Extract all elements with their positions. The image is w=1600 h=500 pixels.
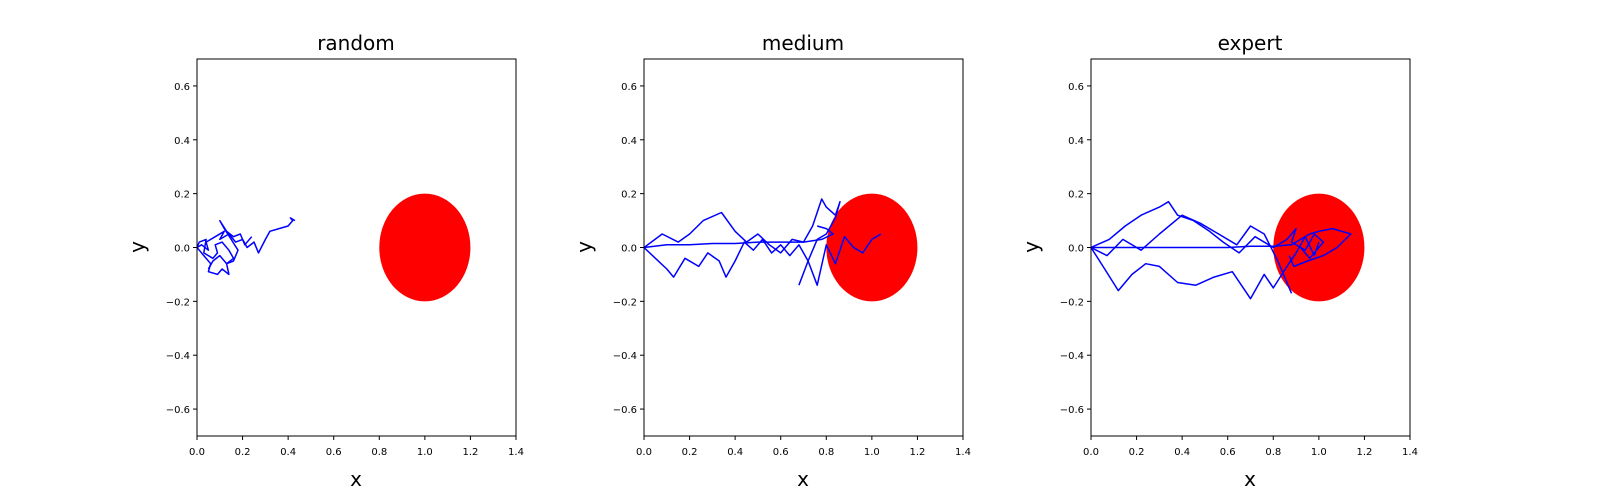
y-axis-label: y: [1019, 241, 1043, 253]
x-tick-label: 1.4: [1402, 447, 1418, 458]
x-tick-label: 0.2: [682, 447, 698, 458]
trajectory-line: [1091, 200, 1325, 260]
subplot-title: medium: [762, 31, 844, 55]
plot-area: 0.0 0.2 0.4 0.6 0.8 1.0 1.2 1.4 0.6 0.4 0.2 0.0 −0.2…: [613, 58, 971, 458]
y-tick-label: 0.4: [621, 136, 637, 147]
plot-area: 0.0 0.2 0.4 0.6 0.8 1.0 1.2 1.4 0.6 0.4 0.2 0.0 −0.2…: [166, 58, 524, 458]
x-tick-label: 0.4: [280, 447, 296, 458]
x-tick-label: 1.2: [909, 447, 925, 458]
y-axis-label: y: [125, 241, 149, 253]
x-tick-label: 1.4: [508, 447, 524, 458]
y-tick-label: 0.0: [1068, 244, 1084, 255]
x-tick-label: 1.4: [955, 447, 971, 458]
y-tick-label: −0.4: [166, 351, 190, 362]
x-tick-label: 0.0: [1083, 447, 1099, 458]
x-tick-label: 1.2: [1356, 447, 1372, 458]
trajectory-line: [197, 219, 253, 276]
x-tick-label: 0.0: [636, 447, 652, 458]
target-circle: [826, 193, 918, 302]
x-axis-label: x: [350, 467, 362, 491]
y-tick-label: 0.4: [174, 136, 190, 147]
y-tick-label: −0.6: [613, 405, 637, 416]
y-tick-label: 0.4: [1068, 136, 1084, 147]
y-tick-label: 0.6: [621, 82, 637, 93]
plot-area: 0.0 0.2 0.4 0.6 0.8 1.0 1.2 1.4 0.6 0.4 0.2 0.0 −0.2…: [1060, 58, 1418, 458]
y-tick-label: −0.4: [613, 351, 637, 362]
trajectory-line: [197, 238, 235, 270]
x-tick-label: 0.8: [371, 447, 387, 458]
x-tick-label: 0.6: [1220, 447, 1236, 458]
y-tick-label: 0.6: [174, 82, 190, 93]
y-tick-label: 0.2: [174, 190, 190, 201]
y-tick-label: 0.0: [621, 244, 637, 255]
trajectory-line: [644, 225, 834, 249]
plot-content: [1091, 193, 1365, 302]
x-tick-label: 0.4: [727, 447, 743, 458]
y-tick-label: −0.6: [166, 405, 190, 416]
x-tick-label: 1.0: [417, 447, 433, 458]
trajectory-line: [1091, 235, 1320, 300]
trajectory-line: [1091, 227, 1352, 268]
x-tick-label: 0.4: [1174, 447, 1190, 458]
trajectory-line: [197, 217, 296, 254]
trajectory-line: [644, 233, 882, 286]
x-tick-label: 1.0: [1311, 447, 1327, 458]
x-axis-label: x: [1244, 467, 1256, 491]
y-tick-label: −0.2: [1060, 297, 1084, 308]
target-circle: [379, 193, 471, 302]
trajectory-line: [1091, 214, 1293, 294]
subplot-title: random: [317, 31, 395, 55]
y-axis-label: y: [572, 241, 596, 253]
plot-content: [197, 193, 471, 302]
x-tick-label: 0.2: [235, 447, 251, 458]
subplot-medium: 0.0 0.2 0.4 0.6 0.8 1.0 1.2 1.4 0.6 0.4 0.2 0.0 −0.2…: [572, 31, 971, 491]
trajectory-line: [644, 198, 841, 286]
x-tick-label: 0.6: [773, 447, 789, 458]
x-tick-label: 0.8: [1265, 447, 1281, 458]
y-tick-label: 0.2: [621, 190, 637, 201]
x-tick-label: 0.2: [1129, 447, 1145, 458]
x-tick-label: 1.2: [462, 447, 478, 458]
x-axis-label: x: [797, 467, 809, 491]
y-tick-label: −0.4: [1060, 351, 1084, 362]
y-tick-label: −0.2: [166, 297, 190, 308]
subplot-title: expert: [1218, 31, 1283, 55]
y-tick-label: −0.6: [1060, 405, 1084, 416]
x-tick-label: 1.0: [864, 447, 880, 458]
y-tick-label: 0.6: [1068, 82, 1084, 93]
subplot-expert: 0.0 0.2 0.4 0.6 0.8 1.0 1.2 1.4 0.6 0.4 0.2 0.0 −0.2…: [1019, 31, 1418, 491]
subplot-random: 0.0 0.2 0.4 0.6 0.8 1.0 1.2 1.4 0.6 0.4 0.2 0.0 −0.2…: [125, 31, 524, 491]
plot-content: [644, 193, 918, 302]
y-tick-label: 0.0: [174, 244, 190, 255]
x-tick-label: 0.0: [189, 447, 205, 458]
x-tick-label: 0.6: [326, 447, 342, 458]
y-tick-label: −0.2: [613, 297, 637, 308]
y-tick-label: 0.2: [1068, 190, 1084, 201]
x-tick-label: 0.8: [818, 447, 834, 458]
